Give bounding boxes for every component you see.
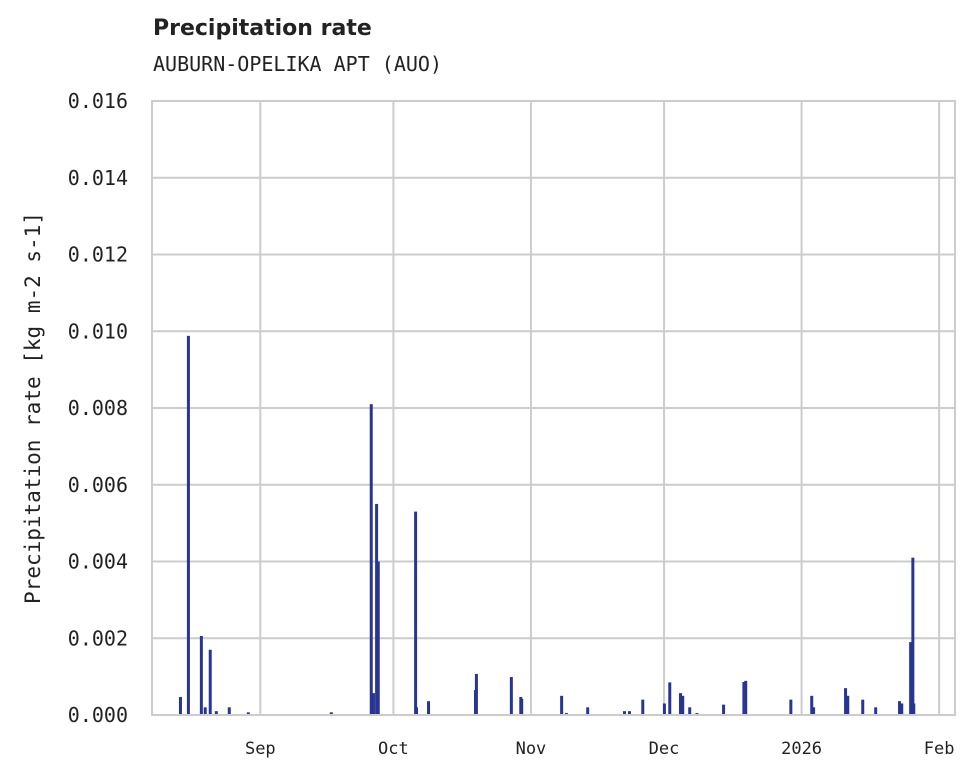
y-tick-label: 0.002 xyxy=(68,626,128,650)
precip-bar xyxy=(861,699,865,715)
precip-bar xyxy=(688,707,692,715)
precip-bar xyxy=(742,681,746,715)
precip-bar xyxy=(376,561,380,715)
precip-bar xyxy=(810,695,814,715)
x-tick-label: Dec xyxy=(649,739,680,759)
precip-bar xyxy=(371,693,375,715)
precip-bar xyxy=(586,707,590,715)
precip-bar xyxy=(668,682,672,715)
precip-bar xyxy=(427,701,431,715)
precip-bar xyxy=(178,696,182,715)
y-tick-label: 0.014 xyxy=(68,166,128,190)
precip-bar xyxy=(911,557,915,715)
precip-bar xyxy=(681,695,685,715)
precip-bar xyxy=(246,712,250,715)
precip-bar xyxy=(678,693,682,715)
y-tick-label: 0.016 xyxy=(68,89,128,113)
precip-bar xyxy=(898,701,902,715)
x-tick-label: Nov xyxy=(516,739,547,759)
precip-bar xyxy=(874,707,878,715)
x-tick-label: Feb xyxy=(924,739,955,759)
x-tick-label: Sep xyxy=(245,739,276,759)
chart-title: Precipitation rate xyxy=(153,16,372,41)
precip-bar xyxy=(812,707,816,715)
y-tick-label: 0.012 xyxy=(68,243,128,267)
precip-bar xyxy=(369,404,373,715)
precip-bar xyxy=(909,642,913,715)
precip-bar xyxy=(789,699,793,715)
precip-bar xyxy=(415,707,419,715)
precip-bar xyxy=(744,680,748,715)
precip-bar xyxy=(912,703,916,715)
precip-bar xyxy=(414,511,418,715)
precip-bar xyxy=(622,711,626,715)
precip-bar xyxy=(474,673,478,715)
precip-bar xyxy=(227,707,231,715)
precip-bar xyxy=(560,695,564,715)
precip-bar xyxy=(641,699,645,715)
precip-bar xyxy=(208,649,212,715)
precip-bar xyxy=(199,635,203,715)
x-tick-label: 2026 xyxy=(781,739,822,759)
precip-bar xyxy=(844,688,848,715)
precip-bar xyxy=(520,698,524,715)
y-tick-label: 0.004 xyxy=(68,550,128,574)
y-tick-label: 0.000 xyxy=(68,703,128,727)
y-tick-label: 0.006 xyxy=(68,473,128,497)
precip-bar xyxy=(214,711,218,715)
chart-subtitle: AUBURN-OPELIKA APT (AUO) xyxy=(153,52,442,76)
precip-bar xyxy=(509,677,513,715)
precip-bar xyxy=(900,703,904,715)
y-axis-label: Precipitation rate [kg m-2 s-1] xyxy=(21,212,45,604)
precip-bar xyxy=(375,503,379,715)
plot-frame xyxy=(151,100,956,716)
precip-bar xyxy=(662,703,666,715)
precip-bar xyxy=(186,335,190,715)
precip-bar xyxy=(203,707,207,715)
precip-bar xyxy=(722,704,726,715)
precip-bar xyxy=(627,711,631,715)
precip-bar xyxy=(329,712,333,715)
y-tick-label: 0.010 xyxy=(68,319,128,343)
x-tick-label: Oct xyxy=(378,739,409,759)
precip-bar xyxy=(846,695,850,715)
y-tick-label: 0.008 xyxy=(68,396,128,420)
